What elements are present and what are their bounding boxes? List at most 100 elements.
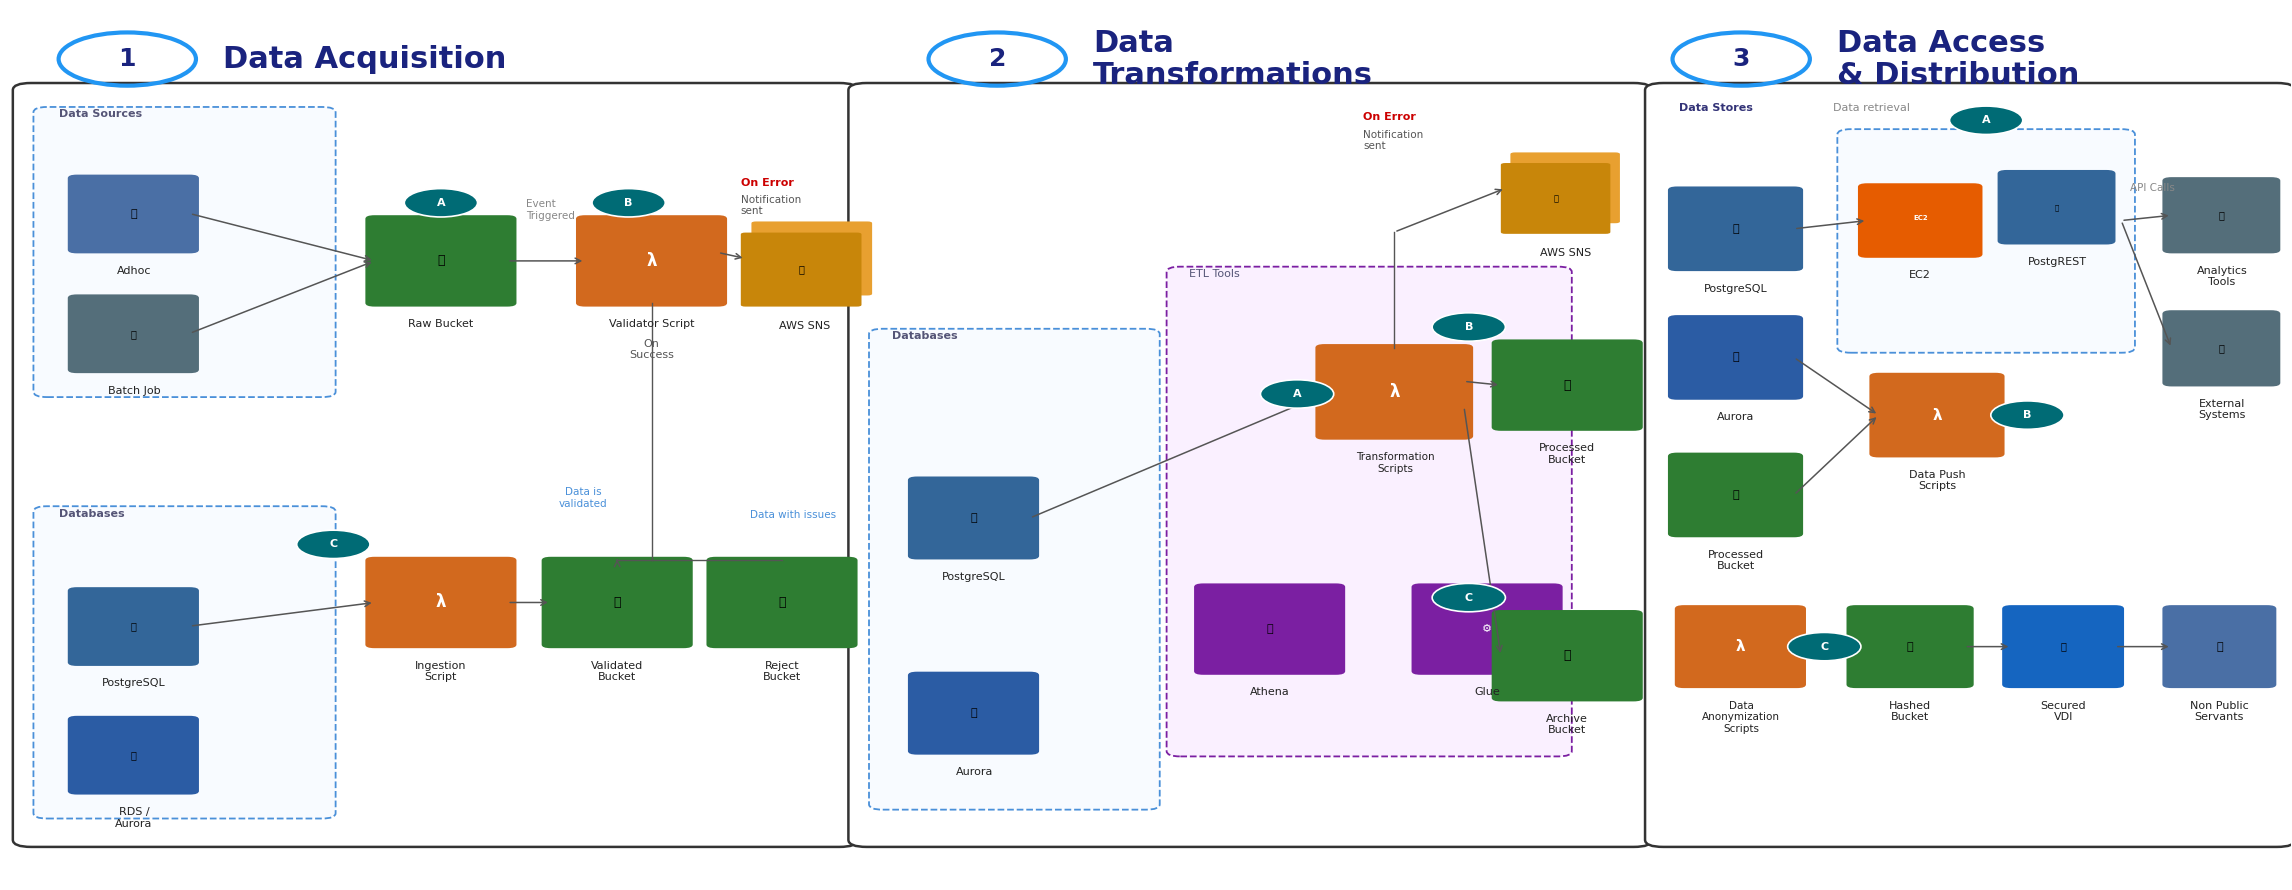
Text: 👤: 👤 xyxy=(131,209,138,219)
FancyBboxPatch shape xyxy=(541,557,692,648)
FancyBboxPatch shape xyxy=(869,328,1160,810)
Text: 🐘: 🐘 xyxy=(1733,223,1740,234)
Text: 2: 2 xyxy=(988,47,1006,71)
Text: Transformation
Scripts: Transformation Scripts xyxy=(1355,452,1435,473)
FancyBboxPatch shape xyxy=(69,587,199,666)
Text: λ: λ xyxy=(646,252,658,270)
Text: AWS SNS: AWS SNS xyxy=(779,320,830,331)
Text: Analytics
Tools: Analytics Tools xyxy=(2196,266,2248,287)
Text: Data with issues: Data with issues xyxy=(749,510,837,521)
FancyBboxPatch shape xyxy=(1501,163,1611,234)
FancyBboxPatch shape xyxy=(364,215,516,306)
FancyBboxPatch shape xyxy=(1838,129,2134,352)
Text: 1: 1 xyxy=(119,47,135,71)
Text: Data Sources: Data Sources xyxy=(60,109,142,119)
FancyBboxPatch shape xyxy=(1194,584,1345,675)
FancyBboxPatch shape xyxy=(1510,152,1620,223)
Text: C: C xyxy=(1820,642,1829,651)
FancyBboxPatch shape xyxy=(69,174,199,254)
Text: 🪣: 🪣 xyxy=(1733,490,1740,500)
FancyBboxPatch shape xyxy=(34,506,335,819)
FancyBboxPatch shape xyxy=(69,295,199,373)
Text: B: B xyxy=(623,198,633,207)
Circle shape xyxy=(1432,312,1506,341)
Text: API Calls: API Calls xyxy=(2129,182,2175,193)
FancyBboxPatch shape xyxy=(364,557,516,648)
Text: Glue: Glue xyxy=(1474,687,1499,697)
Circle shape xyxy=(1992,400,2065,429)
Text: External
Systems: External Systems xyxy=(2198,399,2246,420)
Text: 3: 3 xyxy=(1733,47,1749,71)
Text: Validator Script: Validator Script xyxy=(610,319,694,329)
Text: B: B xyxy=(2024,410,2031,420)
FancyBboxPatch shape xyxy=(1859,183,1983,258)
Text: Reject
Bucket: Reject Bucket xyxy=(763,660,802,683)
Text: Non Public
Servants: Non Public Servants xyxy=(2189,700,2248,722)
Text: & Distribution: & Distribution xyxy=(1838,61,2079,90)
Circle shape xyxy=(591,189,665,217)
FancyBboxPatch shape xyxy=(1646,83,2292,847)
FancyBboxPatch shape xyxy=(1167,267,1572,756)
Text: 📣: 📣 xyxy=(1554,194,1559,203)
FancyBboxPatch shape xyxy=(1669,187,1804,271)
Text: Data Acquisition: Data Acquisition xyxy=(222,44,507,74)
Text: 📣: 📣 xyxy=(798,264,804,275)
FancyBboxPatch shape xyxy=(2161,311,2281,386)
Text: Validated
Bucket: Validated Bucket xyxy=(591,660,644,683)
FancyBboxPatch shape xyxy=(908,476,1038,560)
Text: 📊: 📊 xyxy=(2219,210,2223,220)
Circle shape xyxy=(296,530,369,559)
Text: Data Stores: Data Stores xyxy=(1680,103,1753,113)
Text: RDS /
Aurora: RDS / Aurora xyxy=(115,807,154,829)
FancyBboxPatch shape xyxy=(34,107,335,397)
Text: Aurora: Aurora xyxy=(956,767,992,777)
Text: 🪣: 🪣 xyxy=(1563,649,1570,662)
FancyBboxPatch shape xyxy=(69,716,199,795)
FancyBboxPatch shape xyxy=(752,222,873,295)
Text: 🐘: 🐘 xyxy=(131,621,135,632)
FancyBboxPatch shape xyxy=(1847,605,1973,688)
Text: AWS SNS: AWS SNS xyxy=(1540,248,1591,258)
Text: PostgreSQL: PostgreSQL xyxy=(1703,284,1767,294)
Text: Athena: Athena xyxy=(1249,687,1290,697)
Text: 🗄: 🗄 xyxy=(131,750,135,760)
Text: C: C xyxy=(1465,593,1474,603)
Text: 🗄: 🗄 xyxy=(1733,352,1740,362)
Text: Secured
VDI: Secured VDI xyxy=(2040,700,2086,722)
FancyBboxPatch shape xyxy=(706,557,857,648)
FancyBboxPatch shape xyxy=(1870,373,2006,457)
Text: PostgreSQL: PostgreSQL xyxy=(942,572,1006,582)
Text: PostgREST: PostgREST xyxy=(2028,257,2086,267)
Text: EC2: EC2 xyxy=(1909,271,1932,280)
FancyBboxPatch shape xyxy=(1675,605,1806,688)
Text: Databases: Databases xyxy=(892,331,958,341)
Circle shape xyxy=(1950,106,2024,134)
Text: EC2: EC2 xyxy=(1914,214,1928,221)
Text: Aurora: Aurora xyxy=(1717,412,1753,422)
FancyBboxPatch shape xyxy=(908,672,1038,755)
Text: Adhoc: Adhoc xyxy=(117,266,151,276)
Text: A: A xyxy=(435,198,445,207)
Text: ⚙: ⚙ xyxy=(1483,624,1492,634)
Text: 🪣: 🪣 xyxy=(779,596,786,609)
Text: 🖥: 🖥 xyxy=(2219,344,2223,353)
Text: 🐘: 🐘 xyxy=(970,513,976,523)
Text: λ: λ xyxy=(1389,383,1400,400)
FancyBboxPatch shape xyxy=(14,83,857,847)
Text: 🗄: 🗄 xyxy=(970,708,976,718)
Text: 🔍: 🔍 xyxy=(1265,624,1272,634)
Text: Data Push
Scripts: Data Push Scripts xyxy=(1909,470,1964,491)
Text: Processed
Bucket: Processed Bucket xyxy=(1708,550,1763,571)
Text: Data is
validated: Data is validated xyxy=(559,488,607,509)
Text: PostgreSQL: PostgreSQL xyxy=(103,678,165,688)
Text: Data: Data xyxy=(1093,28,1174,58)
Text: 🌐: 🌐 xyxy=(2061,642,2065,651)
Text: B: B xyxy=(1465,322,1474,332)
Text: Archive
Bucket: Archive Bucket xyxy=(1547,714,1588,735)
FancyBboxPatch shape xyxy=(740,232,862,306)
FancyBboxPatch shape xyxy=(2003,605,2125,688)
FancyBboxPatch shape xyxy=(575,215,727,306)
Text: 🪣: 🪣 xyxy=(1563,378,1570,392)
Text: A: A xyxy=(1983,116,1989,125)
Text: Data
Anonymization
Scripts: Data Anonymization Scripts xyxy=(1703,700,1781,733)
